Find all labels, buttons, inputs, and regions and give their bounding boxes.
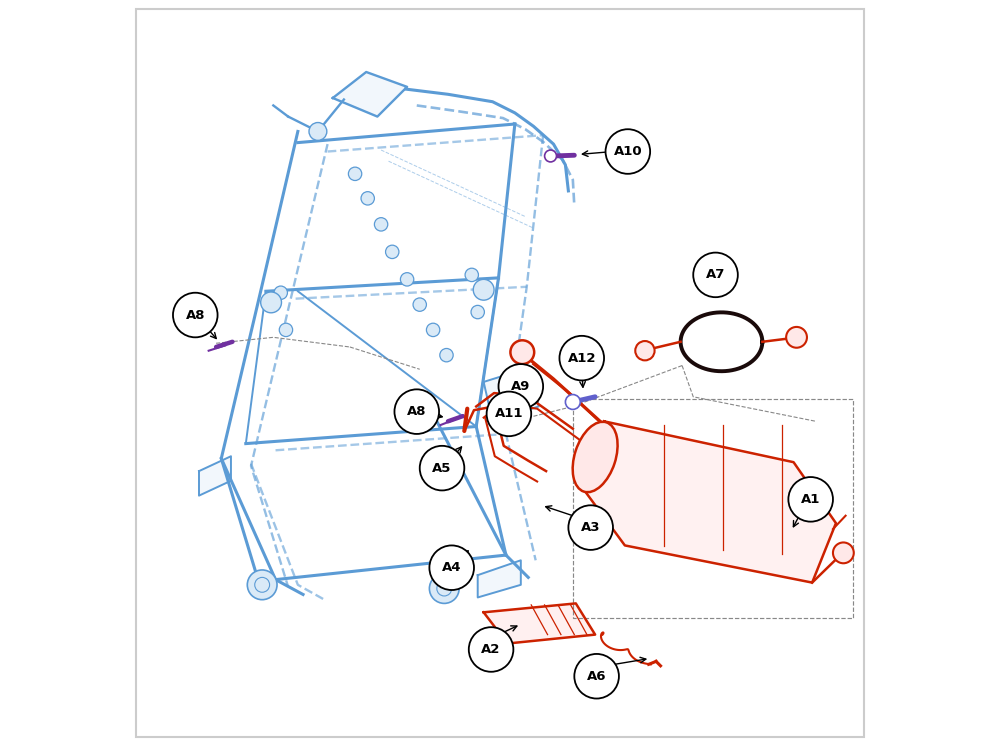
Circle shape <box>386 245 399 259</box>
Circle shape <box>786 327 807 348</box>
Circle shape <box>833 542 854 563</box>
Circle shape <box>693 253 738 297</box>
Text: A8: A8 <box>186 309 205 322</box>
Circle shape <box>361 192 374 205</box>
Circle shape <box>420 446 464 490</box>
Circle shape <box>487 392 531 436</box>
Circle shape <box>493 395 507 410</box>
Circle shape <box>473 279 494 300</box>
Text: A5: A5 <box>432 462 452 474</box>
Circle shape <box>559 336 604 380</box>
Circle shape <box>374 218 388 231</box>
Circle shape <box>279 323 293 336</box>
Circle shape <box>426 323 440 336</box>
Circle shape <box>499 364 543 409</box>
Text: A8: A8 <box>407 405 427 419</box>
Circle shape <box>309 122 327 140</box>
Circle shape <box>565 395 580 410</box>
Circle shape <box>545 150 556 162</box>
Circle shape <box>413 298 426 311</box>
Polygon shape <box>199 457 231 495</box>
Circle shape <box>247 570 277 600</box>
Circle shape <box>520 386 539 405</box>
Circle shape <box>510 340 534 364</box>
Polygon shape <box>585 421 836 583</box>
Circle shape <box>394 389 439 434</box>
Circle shape <box>471 305 484 319</box>
Circle shape <box>469 627 513 672</box>
Circle shape <box>440 348 453 362</box>
Circle shape <box>606 129 650 174</box>
Text: A4: A4 <box>442 561 461 574</box>
Text: A1: A1 <box>801 493 820 506</box>
Polygon shape <box>478 560 521 598</box>
Text: A11: A11 <box>495 407 523 421</box>
Circle shape <box>635 341 655 360</box>
Text: A10: A10 <box>614 145 642 158</box>
Circle shape <box>788 477 833 521</box>
Circle shape <box>261 292 281 313</box>
Circle shape <box>173 292 218 337</box>
Circle shape <box>465 269 478 281</box>
Polygon shape <box>484 367 539 421</box>
Text: A12: A12 <box>568 351 596 365</box>
Circle shape <box>429 545 474 590</box>
Text: A6: A6 <box>587 670 606 683</box>
Text: A2: A2 <box>481 643 501 656</box>
Circle shape <box>574 654 619 698</box>
Ellipse shape <box>573 421 618 492</box>
Circle shape <box>437 581 452 596</box>
Circle shape <box>348 167 362 181</box>
Polygon shape <box>333 72 407 116</box>
Circle shape <box>400 273 414 286</box>
Circle shape <box>568 505 613 550</box>
Polygon shape <box>484 604 595 644</box>
Circle shape <box>274 286 287 299</box>
Text: A9: A9 <box>511 380 530 393</box>
Circle shape <box>429 574 459 604</box>
Circle shape <box>255 577 270 592</box>
Text: A7: A7 <box>706 269 725 281</box>
Text: A3: A3 <box>581 521 600 534</box>
